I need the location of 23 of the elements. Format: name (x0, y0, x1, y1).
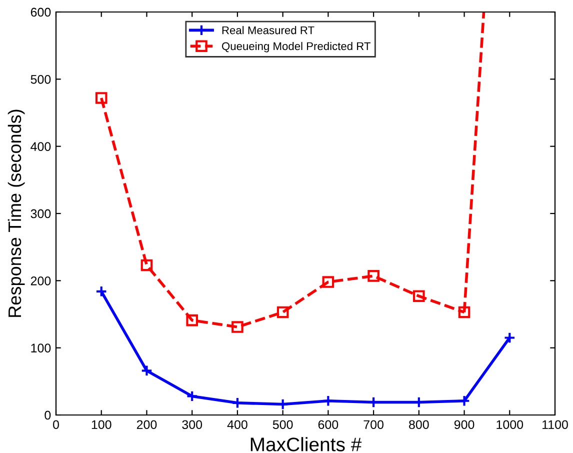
x-tick-label: 1000 (496, 420, 524, 430)
x-tick-label: 300 (182, 420, 202, 430)
y-tick-label: 0 (44, 410, 51, 420)
y-axis-title: Response Time (seconds) (8, 110, 25, 317)
y-tick-label: 300 (30, 209, 51, 218)
legend-label: Real Measured RT (222, 26, 314, 34)
x-tick-label: 200 (136, 420, 157, 430)
x-tick-label: 900 (454, 420, 474, 430)
x-axis-title: MaxClients # (250, 437, 362, 452)
y-tick-label: 200 (30, 276, 51, 286)
x-tick-label: 100 (92, 420, 112, 430)
x-tick-label: 400 (227, 420, 248, 430)
legend-label: Queueing Model Predicted RT (222, 42, 370, 52)
y-tick-label: 100 (31, 344, 51, 352)
x-tick-label: 700 (364, 420, 384, 430)
x-tick-label: 800 (409, 420, 429, 430)
x-tick-label: 0 (53, 420, 59, 430)
y-tick-label: 500 (30, 74, 51, 84)
x-tick-label: 500 (272, 420, 293, 430)
x-tick-label: 600 (318, 420, 338, 430)
y-tick-label: 400 (30, 142, 51, 151)
x-tick-label: 1100 (542, 420, 568, 430)
y-tick-label: 600 (30, 8, 51, 17)
